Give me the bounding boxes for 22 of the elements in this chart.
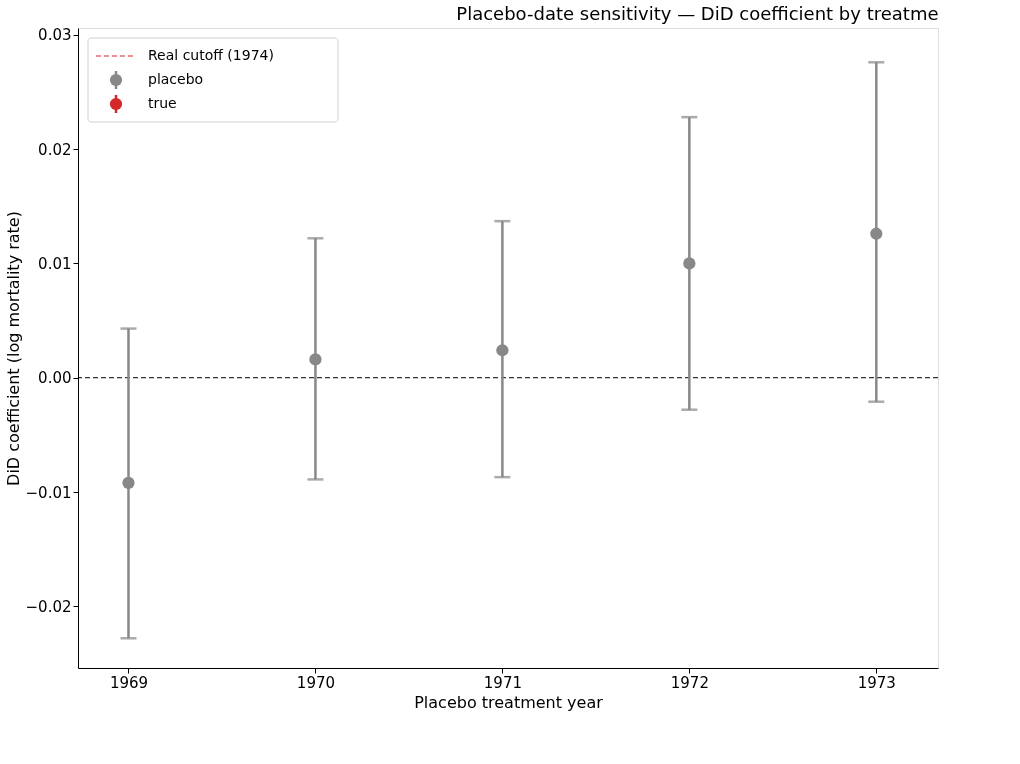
y-tick-label: 0.01 [38, 254, 72, 273]
y-tick-label: 0.00 [38, 369, 72, 388]
x-tick-label: 1973 [857, 673, 896, 692]
point [122, 476, 135, 489]
x-tick-label: 1969 [109, 673, 149, 692]
x-axis-title: Placebo treatment year [414, 692, 604, 712]
legend-label: true [148, 95, 177, 111]
y-tick-label: −0.02 [25, 597, 72, 616]
chart-title: Placebo-date sensitivity — DiD coefficient by treatme [456, 2, 939, 24]
x-tick-label: 1970 [296, 673, 336, 692]
y-tick-label: 0.03 [38, 26, 72, 45]
y-tick-label: −0.01 [25, 483, 72, 502]
x-tick-label: 1971 [483, 673, 522, 692]
x-tick-label: 1972 [670, 673, 709, 692]
legend-label: placebo [148, 71, 204, 87]
y-tick-label: 0.02 [38, 140, 72, 159]
point [309, 353, 322, 366]
point [496, 344, 509, 357]
point [870, 227, 883, 240]
point [683, 257, 696, 270]
legend-label: Real cutoff (1974) [148, 47, 274, 63]
y-axis-title: DiD coefficient (log mortality rate) [3, 211, 23, 486]
